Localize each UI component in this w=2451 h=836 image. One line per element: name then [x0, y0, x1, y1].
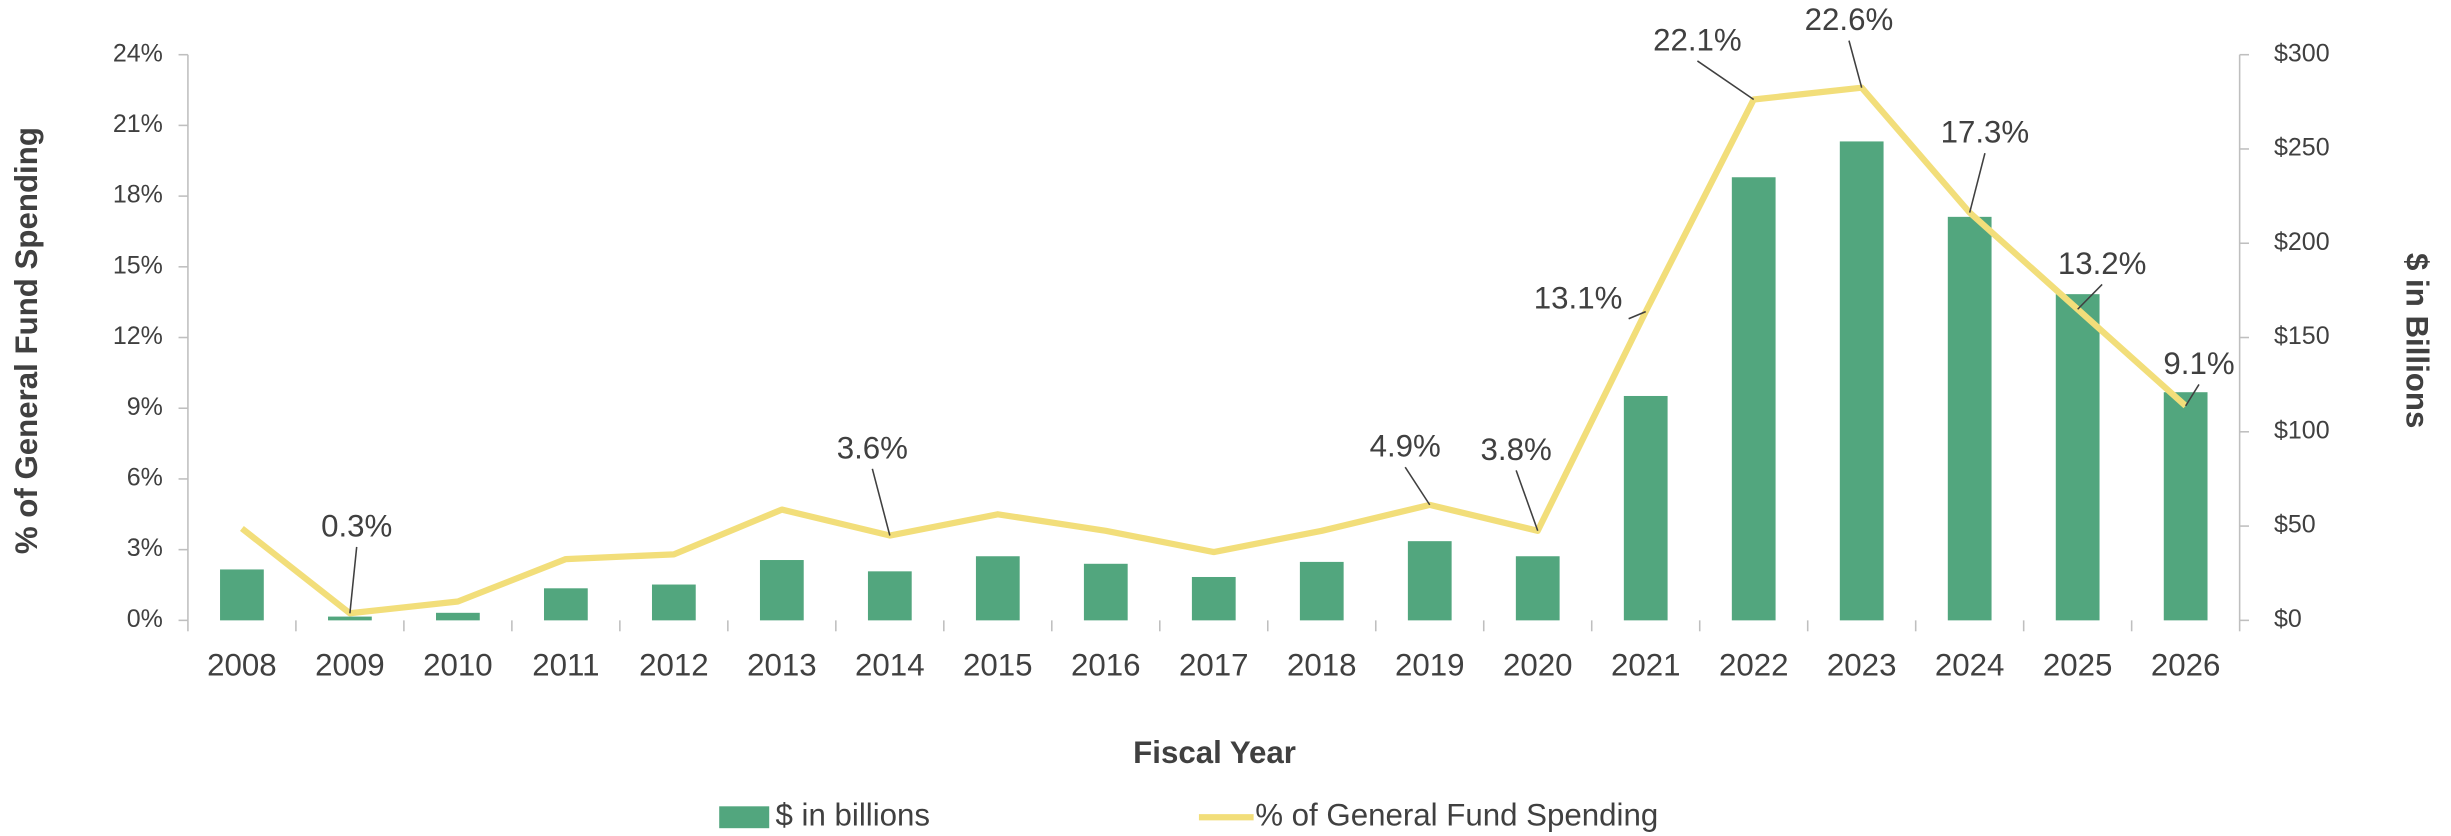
y2-tick-label: $0: [2274, 605, 2302, 633]
bar: [1299, 561, 1344, 621]
bar: [651, 584, 696, 621]
leader-line: [1404, 466, 1431, 506]
x-tick-label: 2017: [1179, 647, 1249, 682]
y2-tick-label: $250: [2274, 134, 2330, 162]
x-tick-label: 2013: [747, 647, 817, 682]
x-axis-title: Fiscal Year: [1133, 735, 1296, 770]
y-tick-label: 6%: [127, 464, 163, 492]
bar: [759, 560, 804, 621]
bar: [1731, 177, 1776, 621]
bar: [220, 569, 264, 621]
x-tick-label: 2010: [423, 647, 493, 682]
bar: [1839, 141, 1884, 621]
x-tick-label: 2024: [1935, 647, 2005, 682]
leader-line: [1515, 470, 1539, 532]
leader-line: [1628, 310, 1647, 320]
bar: [1515, 556, 1560, 621]
leader-line: [1968, 152, 1986, 213]
data-label: 13.1%: [1534, 280, 1623, 315]
leader-line: [1696, 60, 1755, 101]
bar: [1407, 541, 1452, 621]
data-label: 4.9%: [1370, 429, 1441, 464]
bar: [1191, 576, 1236, 621]
x-tick-label: 2021: [1611, 647, 1681, 682]
bar: [2163, 392, 2208, 621]
leader-line: [871, 468, 891, 536]
data-label: 17.3%: [1941, 115, 2030, 150]
data-label: 3.8%: [1481, 432, 1552, 467]
leader-line: [1848, 40, 1863, 88]
x-tick-label: 2015: [963, 647, 1033, 682]
y2-tick-label: $300: [2274, 39, 2330, 67]
bar: [867, 571, 912, 621]
data-label: 3.6%: [837, 430, 908, 465]
data-label: 22.6%: [1805, 2, 1894, 37]
y2-tick-label: $50: [2274, 511, 2316, 539]
y-tick-label: 21%: [113, 110, 163, 138]
x-tick-label: 2009: [315, 647, 385, 682]
leader-line: [2184, 383, 2200, 407]
x-tick-label: 2018: [1287, 647, 1357, 682]
y-tick-label: 9%: [127, 393, 163, 421]
y-axis-title: % of General Fund Spending: [9, 127, 44, 554]
y-tick-label: 18%: [113, 181, 163, 209]
bar: [1947, 216, 1992, 621]
bar: [975, 556, 1020, 621]
x-tick-label: 2020: [1503, 647, 1573, 682]
x-tick-label: 2014: [855, 647, 925, 682]
x-tick-label: 2016: [1071, 647, 1141, 682]
data-label: 0.3%: [321, 508, 392, 543]
x-tick-label: 2008: [207, 647, 277, 682]
x-tick-label: 2011: [532, 647, 599, 682]
legend-label: % of General Fund Spending: [1255, 797, 1658, 832]
data-label: 22.1%: [1653, 22, 1742, 57]
bar: [328, 616, 372, 621]
y-tick-label: 3%: [127, 534, 163, 562]
bar: [2055, 294, 2100, 621]
bar: [543, 588, 588, 621]
line: [239, 84, 2188, 617]
legend-label: $ in billions: [775, 797, 930, 832]
y2-axis-title: $ in Billions: [2399, 253, 2434, 428]
x-tick-label: 2019: [1395, 647, 1465, 682]
x-tick-label: 2012: [639, 647, 709, 682]
y2-tick-label: $100: [2274, 416, 2330, 444]
y-tick-label: 24%: [113, 39, 163, 67]
bar: [1623, 395, 1668, 621]
data-label: 9.1%: [2163, 346, 2234, 381]
y-tick-label: 12%: [113, 322, 163, 350]
y2-tick-label: $150: [2274, 322, 2330, 350]
y-tick-label: 0%: [127, 605, 163, 633]
x-tick-label: 2022: [1719, 647, 1789, 682]
bar: [436, 612, 480, 621]
bar: [1083, 563, 1128, 621]
data-label: 13.2%: [2058, 246, 2147, 281]
x-tick-label: 2023: [1827, 647, 1897, 682]
x-tick-label: 2025: [2043, 647, 2113, 682]
leader-line: [2077, 283, 2103, 310]
y2-tick-label: $200: [2274, 228, 2330, 256]
y-tick-label: 15%: [113, 251, 163, 279]
legend-swatch: [719, 806, 770, 829]
leader-line: [349, 546, 358, 614]
x-tick-label: 2026: [2151, 647, 2221, 682]
